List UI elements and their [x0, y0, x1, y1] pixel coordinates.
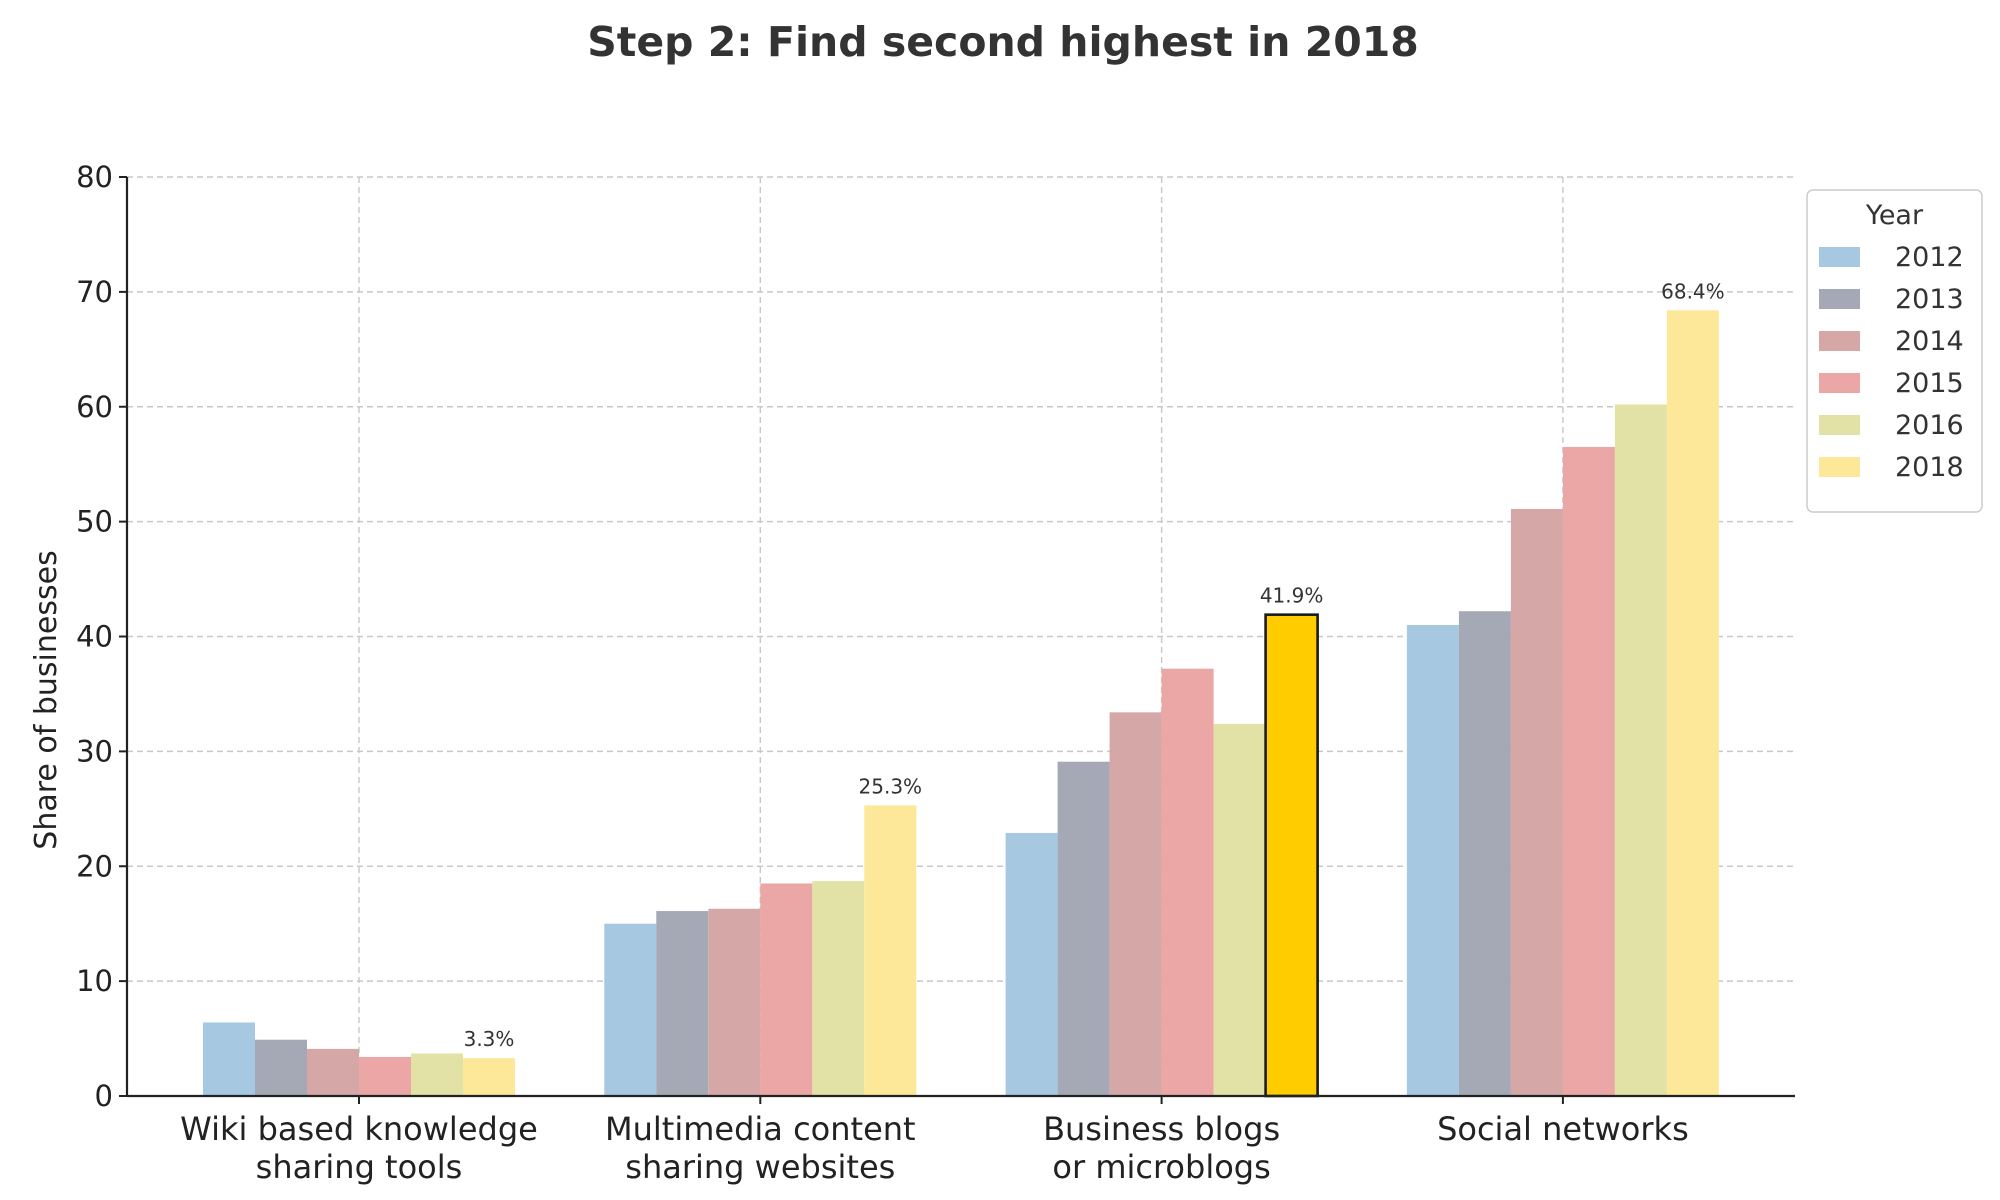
data-label: 41.9% — [1260, 584, 1324, 608]
bar-2014-1 — [708, 908, 761, 1096]
bar-2012-2 — [1005, 832, 1058, 1096]
bar-2013-3 — [1458, 611, 1511, 1096]
bar-2012-3 — [1406, 625, 1459, 1096]
axes-layer: 0 10 20 30 40 50 60 70 80 Wiki based knowledge sha… — [76, 160, 1795, 1186]
y-tick-label: 40 — [76, 620, 113, 654]
y-axis-label: Share of businesses — [29, 550, 64, 849]
chart-title: Step 2: Find second highest in 2018 — [587, 18, 1419, 66]
y-tick-label: 0 — [95, 1079, 113, 1113]
legend-swatch-2014 — [1819, 331, 1860, 351]
y-tick-label: 20 — [76, 849, 113, 883]
legend-title: Year — [1865, 200, 1924, 231]
legend[interactable]: Year 2012 2013 2014 2015 2016 2018 — [1806, 189, 1983, 513]
data-label: 3.3% — [464, 1027, 515, 1051]
bar-2016-3 — [1614, 404, 1667, 1096]
legend-swatch-2012 — [1819, 247, 1860, 267]
y-tick-label: 10 — [76, 964, 113, 998]
bar-2012-0 — [203, 1022, 255, 1096]
bar-2018-2 — [1264, 613, 1319, 1098]
legend-swatch-2013 — [1819, 289, 1860, 309]
data-labels-layer: 3.3% 25.3% 41.9% 68.4% — [464, 279, 1725, 1051]
bar-2016-0 — [411, 1053, 463, 1096]
bar-2018-0 — [463, 1058, 515, 1096]
legend-label-2014: 2014 — [1895, 326, 1964, 357]
bar-2016-2 — [1213, 723, 1266, 1096]
legend-label-2016: 2016 — [1895, 410, 1964, 441]
y-tick-label: 70 — [76, 275, 113, 309]
bar-2014-0 — [307, 1048, 359, 1096]
bar-2012-1 — [604, 923, 657, 1096]
bar-2014-3 — [1510, 508, 1563, 1096]
bar-2013-2 — [1057, 761, 1110, 1096]
legend-label-2013: 2013 — [1895, 284, 1964, 315]
bar-2014-2 — [1109, 712, 1162, 1096]
y-tick-label: 80 — [76, 160, 113, 194]
legend-swatch-2016 — [1819, 415, 1860, 435]
bar-2018-1 — [864, 805, 917, 1096]
legend-swatch-2015 — [1819, 373, 1860, 393]
x-tick-label: Multimedia content sharing websites — [605, 1110, 916, 1186]
y-tick-label: 30 — [76, 734, 113, 768]
x-tick-label: Social networks — [1437, 1110, 1689, 1148]
bar-2015-3 — [1562, 446, 1615, 1096]
bar-2015-0 — [359, 1056, 411, 1096]
x-tick-label: Wiki based knowledge sharing tools — [180, 1110, 538, 1186]
y-tick-label: 60 — [76, 390, 113, 424]
data-label: 25.3% — [859, 774, 923, 798]
data-label: 68.4% — [1661, 279, 1725, 303]
legend-swatch-2018 — [1819, 457, 1860, 477]
bar-2015-1 — [760, 883, 813, 1096]
legend-label-2015: 2015 — [1895, 368, 1964, 399]
bars-layer — [203, 310, 1719, 1098]
legend-label-2018: 2018 — [1895, 452, 1964, 483]
bar-2013-0 — [255, 1039, 307, 1096]
bar-2015-2 — [1161, 668, 1214, 1096]
y-tick-label: 50 — [76, 505, 113, 539]
bar-2013-1 — [656, 911, 709, 1096]
bar-2018-3 — [1666, 310, 1719, 1096]
legend-label-2012: 2012 — [1895, 242, 1964, 273]
x-tick-label: Business blogs or microblogs — [1043, 1110, 1280, 1186]
bar-2016-1 — [812, 881, 865, 1096]
